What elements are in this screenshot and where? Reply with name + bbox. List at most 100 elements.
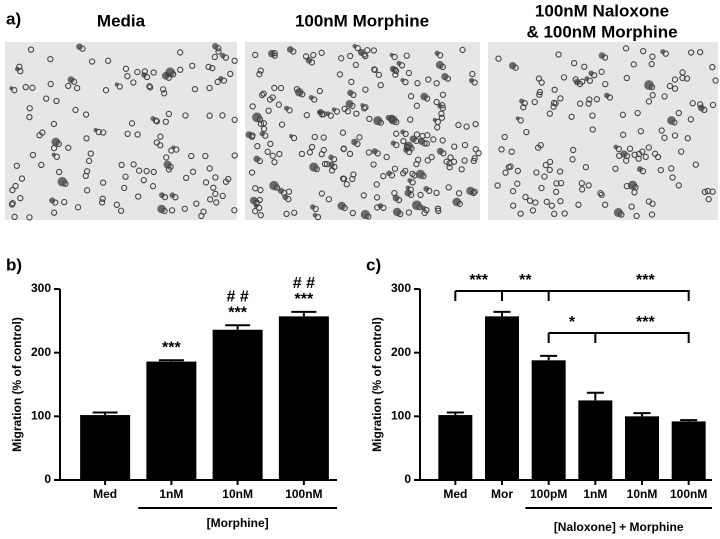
cell bbox=[414, 80, 421, 87]
cell bbox=[147, 84, 154, 91]
y-tick-label: 100 bbox=[391, 409, 411, 423]
cell-dark bbox=[220, 52, 226, 59]
cell bbox=[421, 140, 428, 147]
error-bar bbox=[586, 391, 604, 401]
cell bbox=[657, 166, 664, 174]
cell-dark bbox=[613, 208, 623, 218]
cell bbox=[362, 52, 369, 60]
cell bbox=[231, 207, 238, 214]
cell bbox=[356, 134, 363, 141]
cell bbox=[135, 193, 142, 200]
cell bbox=[11, 87, 18, 94]
cell-dark bbox=[584, 76, 590, 82]
cell bbox=[343, 181, 350, 188]
cell bbox=[215, 48, 222, 55]
photo-title: 100nM Morphine bbox=[295, 11, 429, 30]
cell bbox=[402, 79, 409, 86]
cell bbox=[391, 66, 398, 73]
cell bbox=[696, 48, 704, 56]
cell-dark bbox=[466, 186, 475, 196]
cell bbox=[290, 134, 298, 142]
cell bbox=[424, 132, 431, 139]
cell bbox=[439, 91, 447, 98]
cell bbox=[271, 52, 278, 59]
cell bbox=[654, 153, 662, 161]
cell bbox=[181, 205, 188, 212]
cell bbox=[557, 95, 564, 102]
cell bbox=[505, 164, 513, 171]
bracket bbox=[502, 290, 550, 301]
cell bbox=[589, 112, 596, 119]
cell bbox=[631, 189, 638, 196]
error-bar bbox=[158, 359, 184, 362]
cell bbox=[433, 189, 440, 197]
cell-dark bbox=[373, 116, 383, 126]
cell bbox=[87, 150, 94, 157]
cell bbox=[160, 86, 167, 93]
cell bbox=[206, 165, 213, 172]
cell bbox=[349, 102, 356, 110]
cell-dark bbox=[308, 94, 314, 101]
cell bbox=[471, 155, 478, 162]
cell bbox=[308, 143, 316, 151]
error-bar bbox=[225, 324, 251, 330]
cell bbox=[150, 69, 157, 76]
cell bbox=[340, 145, 347, 153]
cell-dark bbox=[259, 131, 265, 137]
cell bbox=[648, 60, 655, 68]
cell bbox=[26, 214, 33, 221]
cell bbox=[461, 157, 468, 164]
y-tick-label: 200 bbox=[391, 345, 411, 359]
cell bbox=[352, 61, 360, 69]
cell-dark bbox=[452, 197, 462, 207]
cell bbox=[277, 84, 285, 92]
error-bar bbox=[540, 354, 558, 361]
cell bbox=[350, 171, 357, 178]
cell-dark bbox=[644, 80, 654, 90]
error-bar bbox=[493, 310, 511, 317]
cell bbox=[648, 83, 656, 91]
cell-dark bbox=[57, 176, 68, 187]
cell bbox=[459, 46, 466, 54]
cell bbox=[191, 85, 199, 93]
cell bbox=[291, 209, 298, 216]
cell bbox=[546, 158, 554, 166]
bracket bbox=[548, 332, 690, 343]
cell-dark bbox=[588, 70, 594, 76]
cell-dark bbox=[360, 209, 370, 220]
cell bbox=[79, 45, 86, 52]
cell bbox=[306, 149, 314, 156]
cell bbox=[415, 156, 422, 163]
cell bbox=[649, 200, 656, 207]
cell bbox=[350, 91, 357, 99]
photos bbox=[5, 42, 719, 221]
cell bbox=[333, 108, 341, 115]
bar bbox=[531, 360, 566, 480]
cell-dark bbox=[51, 137, 61, 147]
cell bbox=[219, 112, 226, 119]
cell bbox=[104, 57, 112, 64]
cell bbox=[495, 55, 502, 62]
cell bbox=[602, 80, 609, 88]
cell-dark bbox=[434, 50, 440, 56]
cell bbox=[400, 137, 407, 145]
cell bbox=[346, 150, 354, 158]
cell bbox=[165, 166, 173, 173]
panel-label: c) bbox=[366, 255, 381, 274]
y-tick-label: 300 bbox=[31, 281, 51, 295]
cell bbox=[116, 83, 123, 90]
cell-dark bbox=[309, 162, 319, 172]
cell bbox=[257, 186, 264, 194]
cell bbox=[130, 161, 137, 168]
cell bbox=[400, 170, 407, 177]
cell bbox=[687, 116, 695, 123]
cell bbox=[143, 73, 151, 81]
cell bbox=[631, 151, 638, 158]
cell bbox=[391, 165, 399, 172]
cell bbox=[251, 207, 259, 215]
cell bbox=[458, 166, 465, 173]
cell bbox=[278, 121, 286, 128]
cell bbox=[553, 180, 560, 187]
y-tick-label: 300 bbox=[391, 281, 411, 295]
